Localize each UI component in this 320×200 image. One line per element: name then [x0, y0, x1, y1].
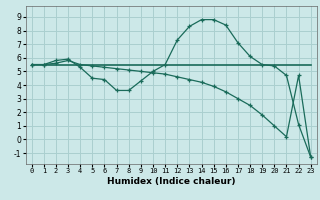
X-axis label: Humidex (Indice chaleur): Humidex (Indice chaleur) — [107, 177, 236, 186]
